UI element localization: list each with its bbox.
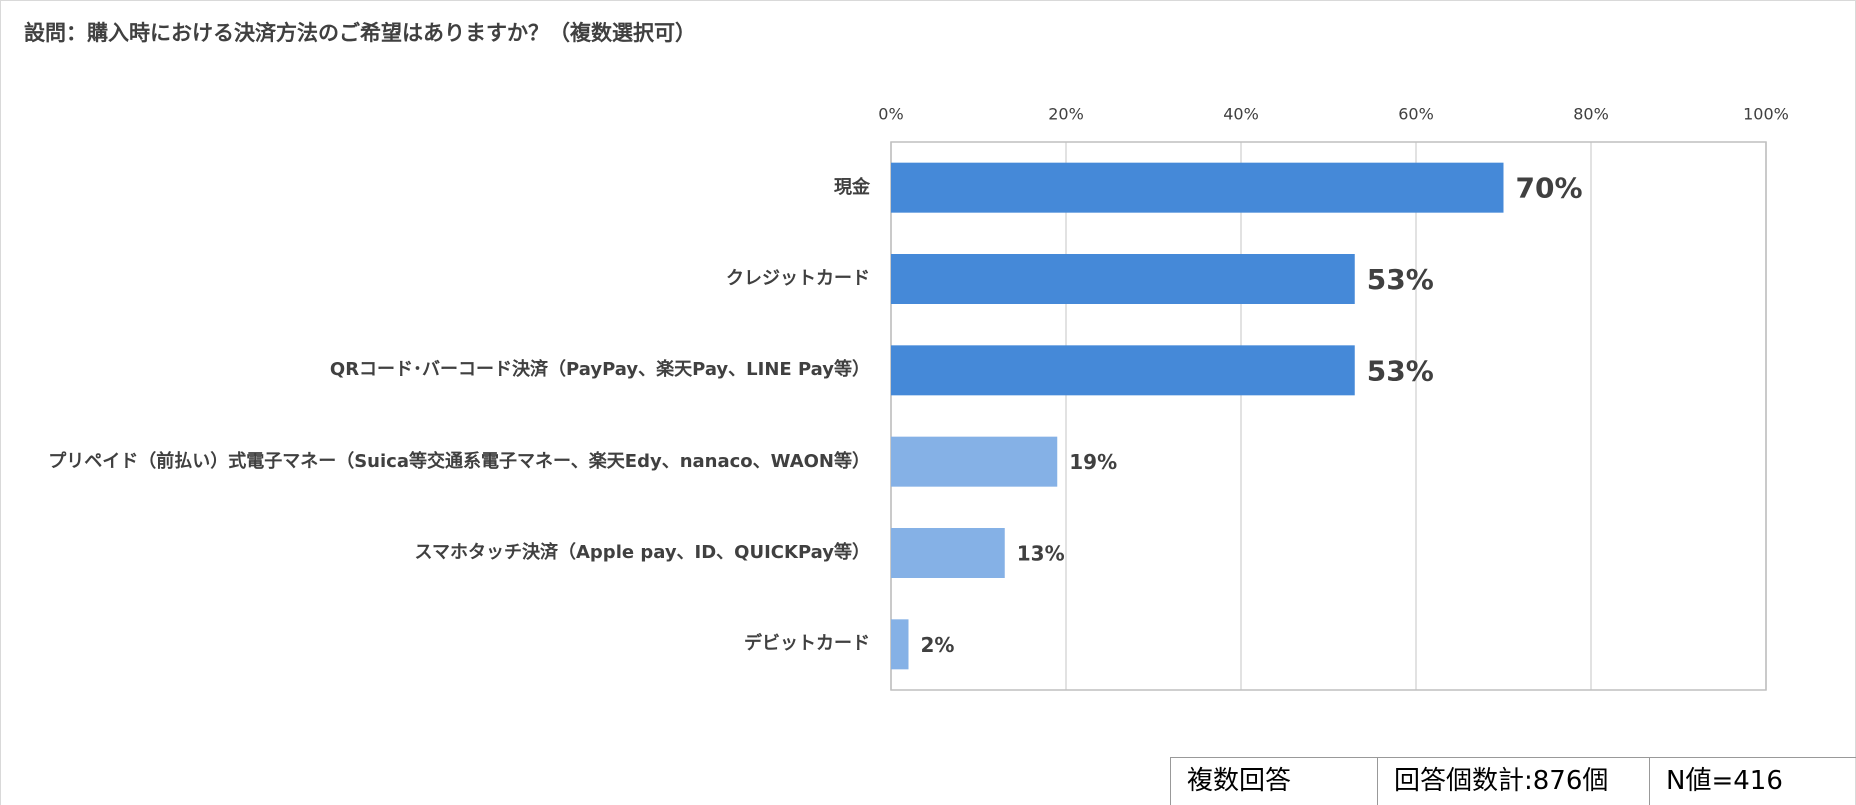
bar: [891, 436, 1058, 487]
bar: [891, 528, 1005, 578]
y-tick-label: クレジットカード: [726, 268, 870, 289]
bar: [891, 619, 909, 670]
y-tick-label-box: クレジットカード: [0, 265, 870, 293]
footer-cell: 複数回答: [1170, 757, 1378, 805]
x-tick-label: 60%: [1398, 105, 1434, 124]
x-tick-label: 0%: [878, 105, 903, 124]
bar: [891, 254, 1355, 304]
y-tick-label: 現金: [834, 176, 870, 198]
value-label: 19%: [1069, 450, 1117, 474]
y-tick-label-box: QRコード･バーコード決済（PayPay、楽天Pay、LINE Pay等）: [0, 356, 870, 384]
x-tick-label: 80%: [1573, 105, 1609, 124]
y-tick-label: QRコード･バーコード決済（PayPay、楽天Pay、LINE Pay等）: [329, 359, 870, 381]
y-tick-label-box: デビットカード: [0, 630, 870, 658]
chart-title: 設問：購入時における決済方法のご希望はありますか？（複数選択可）: [24, 21, 696, 45]
x-tick-label: 20%: [1048, 105, 1084, 124]
y-tick-label: スマホタッチ決済（Apple pay、ID、QUICKPay等）: [414, 542, 870, 563]
y-tick-label-box: スマホタッチ決済（Apple pay、ID、QUICKPay等）: [0, 539, 870, 567]
y-tick-label: デビットカード: [744, 633, 870, 655]
value-label: 70%: [1516, 172, 1583, 205]
value-label: 53%: [1367, 263, 1434, 296]
x-tick-label: 100%: [1743, 105, 1789, 124]
value-label: 2%: [921, 633, 955, 657]
y-tick-label-box: プリペイド（前払い）式電子マネー（Suica等交通系電子マネー、楽天Edy、na…: [0, 448, 870, 476]
bar: [891, 345, 1355, 396]
plot-border: [890, 141, 1767, 691]
y-tick-label-box: 現金: [0, 174, 870, 202]
footer-cell: N値=416: [1649, 757, 1856, 805]
value-label: 13%: [1017, 542, 1065, 566]
y-tick-label: プリペイド（前払い）式電子マネー（Suica等交通系電子マネー、楽天Edy、na…: [48, 450, 870, 472]
x-tick-label: 40%: [1223, 105, 1259, 124]
value-label: 53%: [1367, 354, 1434, 387]
footer-cell: 回答個数計:876個: [1377, 757, 1650, 805]
bar: [891, 162, 1504, 213]
